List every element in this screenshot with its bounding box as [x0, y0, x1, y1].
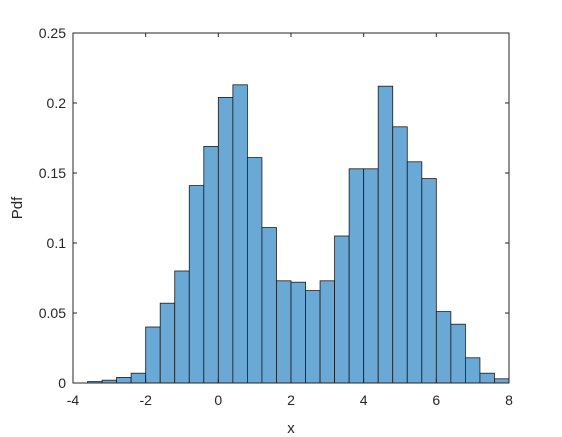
histogram-bar	[145, 326, 161, 384]
histogram-bar	[435, 311, 452, 384]
y-tick-label: 0.2	[47, 95, 67, 111]
histogram-bar	[290, 281, 306, 384]
histogram-bar	[392, 126, 408, 384]
bars-layer	[87, 84, 510, 384]
y-tick-label: 0.05	[39, 305, 66, 321]
histogram-bar	[130, 372, 147, 384]
ticks-layer	[72, 32, 510, 384]
histogram-bar	[348, 168, 365, 384]
histogram-bar	[319, 280, 336, 384]
histogram-bar	[305, 290, 321, 384]
x-tick-label: -4	[67, 392, 80, 408]
histogram-bar	[464, 357, 481, 384]
x-axis-label: x	[287, 420, 295, 437]
histogram-bar	[494, 378, 510, 384]
histogram-bar	[276, 280, 292, 384]
histogram-bar	[246, 157, 263, 384]
histogram-bar	[363, 168, 379, 384]
histogram-bar	[203, 145, 219, 384]
histogram-bar	[377, 85, 394, 384]
histogram-bar	[450, 323, 466, 384]
y-tick-label: 0.25	[39, 25, 66, 41]
histogram-bar	[116, 376, 132, 384]
histogram-bar	[479, 372, 495, 384]
y-tick-label: 0.1	[47, 235, 67, 251]
y-tick-label: 0.15	[39, 165, 66, 181]
x-tick-label: 6	[432, 392, 440, 408]
histogram-bar	[261, 227, 277, 384]
y-tick-label: 0	[58, 375, 66, 391]
y-axis-label: Pdf	[9, 196, 26, 219]
histogram-bar	[159, 302, 176, 384]
histogram-bar	[406, 161, 423, 384]
x-tick-label: 8	[505, 392, 513, 408]
histogram-bar	[334, 235, 350, 384]
histogram-bar	[232, 84, 248, 384]
histogram-bar	[188, 185, 205, 384]
x-tick-label: -2	[139, 392, 152, 408]
histogram-bar	[421, 178, 437, 384]
tick-labels-layer: -4 -2 0 2 4 6 8 0 0.05 0.1 0.15 0.2 0.25	[39, 25, 513, 408]
x-tick-label: 2	[287, 392, 295, 408]
x-tick-label: 0	[214, 392, 222, 408]
x-tick-label: 4	[360, 392, 368, 408]
histogram-bar	[174, 270, 190, 384]
histogram-bar	[217, 97, 234, 384]
